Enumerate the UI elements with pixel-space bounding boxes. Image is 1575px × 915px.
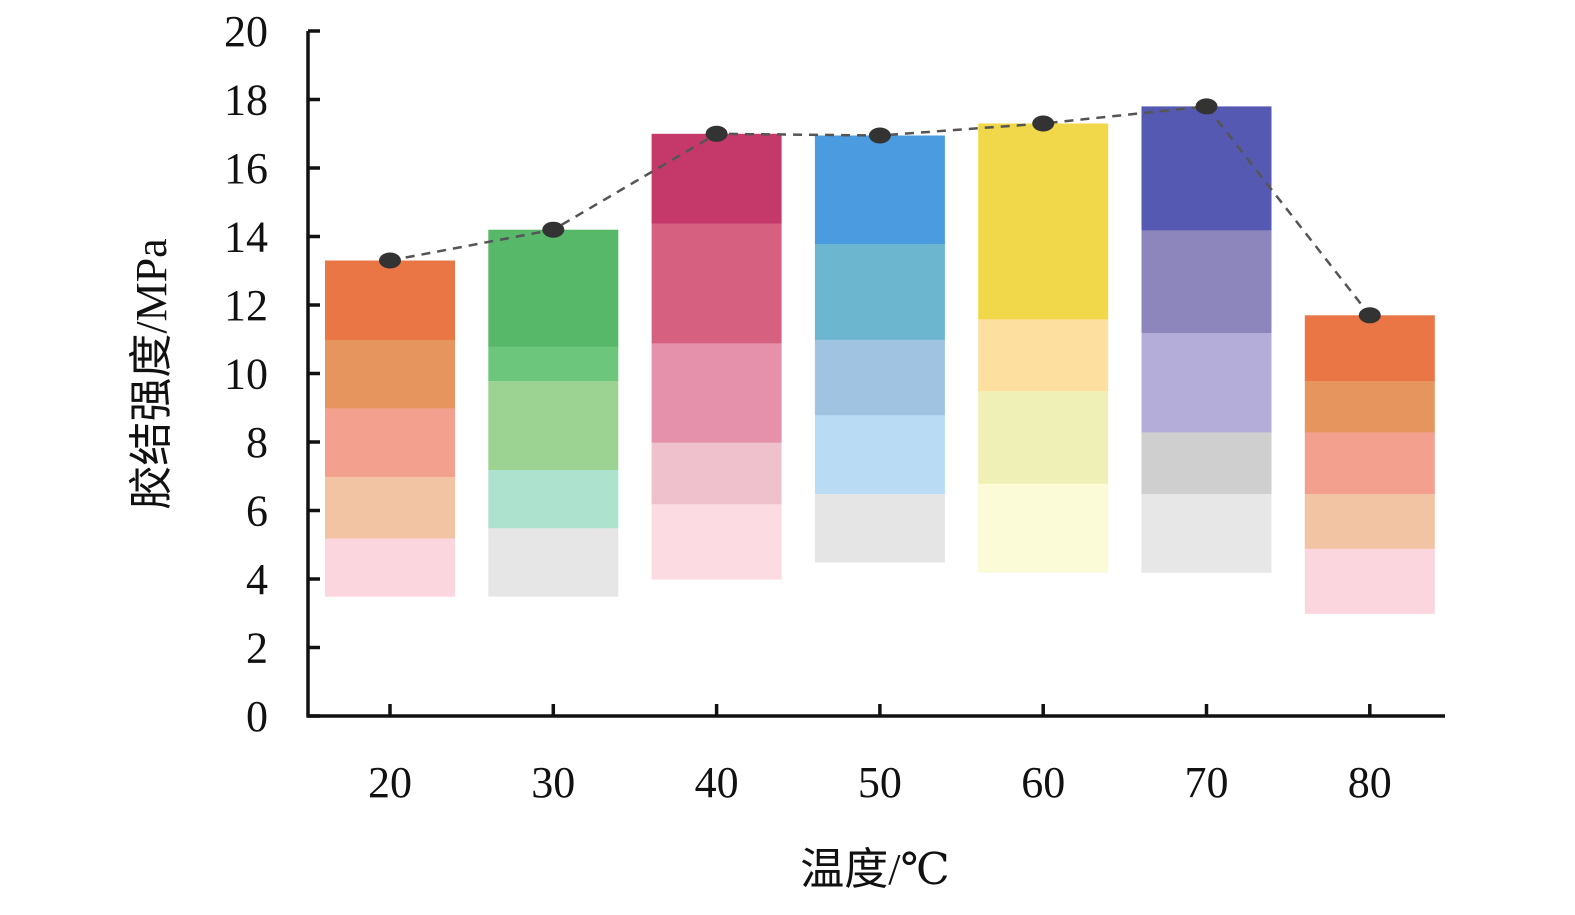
y-tick-label-4: 4 (246, 555, 268, 604)
bar-40-band-5 (651, 133, 782, 224)
x-tick-label-40: 40 (695, 758, 739, 807)
line-overlay (379, 98, 1381, 324)
y-tick-label-8: 8 (246, 418, 268, 467)
bar-20-band-2 (325, 476, 455, 539)
bar-80-band-4 (1304, 380, 1435, 433)
bar-20-band-5 (325, 260, 455, 340)
y-tick-label-18: 18 (224, 76, 268, 125)
x-tick-label-50: 50 (858, 758, 902, 807)
bar-50-band-5 (814, 135, 945, 244)
x-tick-label-70: 70 (1185, 758, 1229, 807)
bar-60-band-4 (978, 123, 1109, 320)
bar-60-band-2 (978, 390, 1109, 484)
y-axis-title: 胶结强度/MPa (127, 238, 176, 509)
bar-80-band-2 (1304, 493, 1435, 549)
bar-70-band-1 (1141, 493, 1272, 573)
bar-60-band-3 (978, 318, 1109, 392)
data-point-20 (379, 252, 401, 269)
bar-40-band-3 (651, 342, 782, 443)
bar-40-band-1 (651, 503, 782, 580)
bar-40 (651, 133, 782, 580)
bar-30-band-2 (488, 469, 619, 529)
bar-30-band-4 (488, 346, 619, 381)
bar-30-band-5 (488, 229, 619, 347)
bar-20-band-3 (325, 407, 455, 477)
y-tick-label-20: 20 (224, 7, 268, 56)
x-tick-label-20: 20 (368, 758, 412, 807)
bar-50-band-2 (814, 414, 945, 494)
data-point-60 (1032, 115, 1055, 132)
data-point-50 (868, 127, 891, 144)
y-tick-label-2: 2 (246, 624, 268, 673)
x-tick-label-60: 60 (1021, 758, 1065, 807)
bar-30-band-3 (488, 380, 619, 470)
y-tick-label-10: 10 (224, 350, 268, 399)
bar-70-band-2 (1141, 431, 1272, 494)
bar-80 (1304, 315, 1435, 614)
bar-40-band-4 (651, 222, 782, 344)
bar-70-band-3 (1141, 332, 1272, 433)
bar-50-band-3 (814, 339, 945, 416)
x-axis-title: 温度/℃ (800, 845, 949, 894)
bar-60-band-1 (978, 483, 1109, 573)
bar-20 (325, 260, 455, 597)
y-tick-label-16: 16 (224, 144, 268, 193)
data-point-70 (1195, 98, 1218, 115)
ticks: 0 2 4 6 8 10 12 14 16 18 20 20 30 40 50 60 70 80 (224, 7, 1392, 807)
bar-30 (488, 229, 619, 597)
x-tick-label-80: 80 (1348, 758, 1392, 807)
bar-50 (814, 135, 945, 563)
bar-70 (1141, 106, 1272, 573)
y-tick-label-14: 14 (224, 213, 268, 262)
bar-20-band-4 (325, 339, 455, 409)
bar-80-band-5 (1304, 315, 1435, 381)
bar-80-band-3 (1304, 431, 1435, 494)
y-tick-label-12: 12 (224, 281, 268, 330)
bar-70-band-4 (1141, 229, 1272, 333)
y-tick-label-0: 0 (246, 692, 268, 741)
bar-70-band-5 (1141, 106, 1272, 231)
bar-20-band-1 (325, 537, 455, 597)
bar-50-band-1 (814, 493, 945, 563)
bar-30-band-1 (488, 527, 619, 597)
y-tick-label-6: 6 (246, 487, 268, 536)
bar-80-band-1 (1304, 548, 1435, 614)
data-point-40 (705, 125, 728, 142)
bar-50-band-4 (814, 243, 945, 340)
bars-layer (325, 106, 1435, 614)
x-tick-label-30: 30 (531, 758, 575, 807)
data-point-30 (542, 221, 565, 238)
bar-60 (978, 123, 1109, 573)
bar-40-band-2 (651, 442, 782, 505)
data-point-80 (1358, 307, 1381, 324)
